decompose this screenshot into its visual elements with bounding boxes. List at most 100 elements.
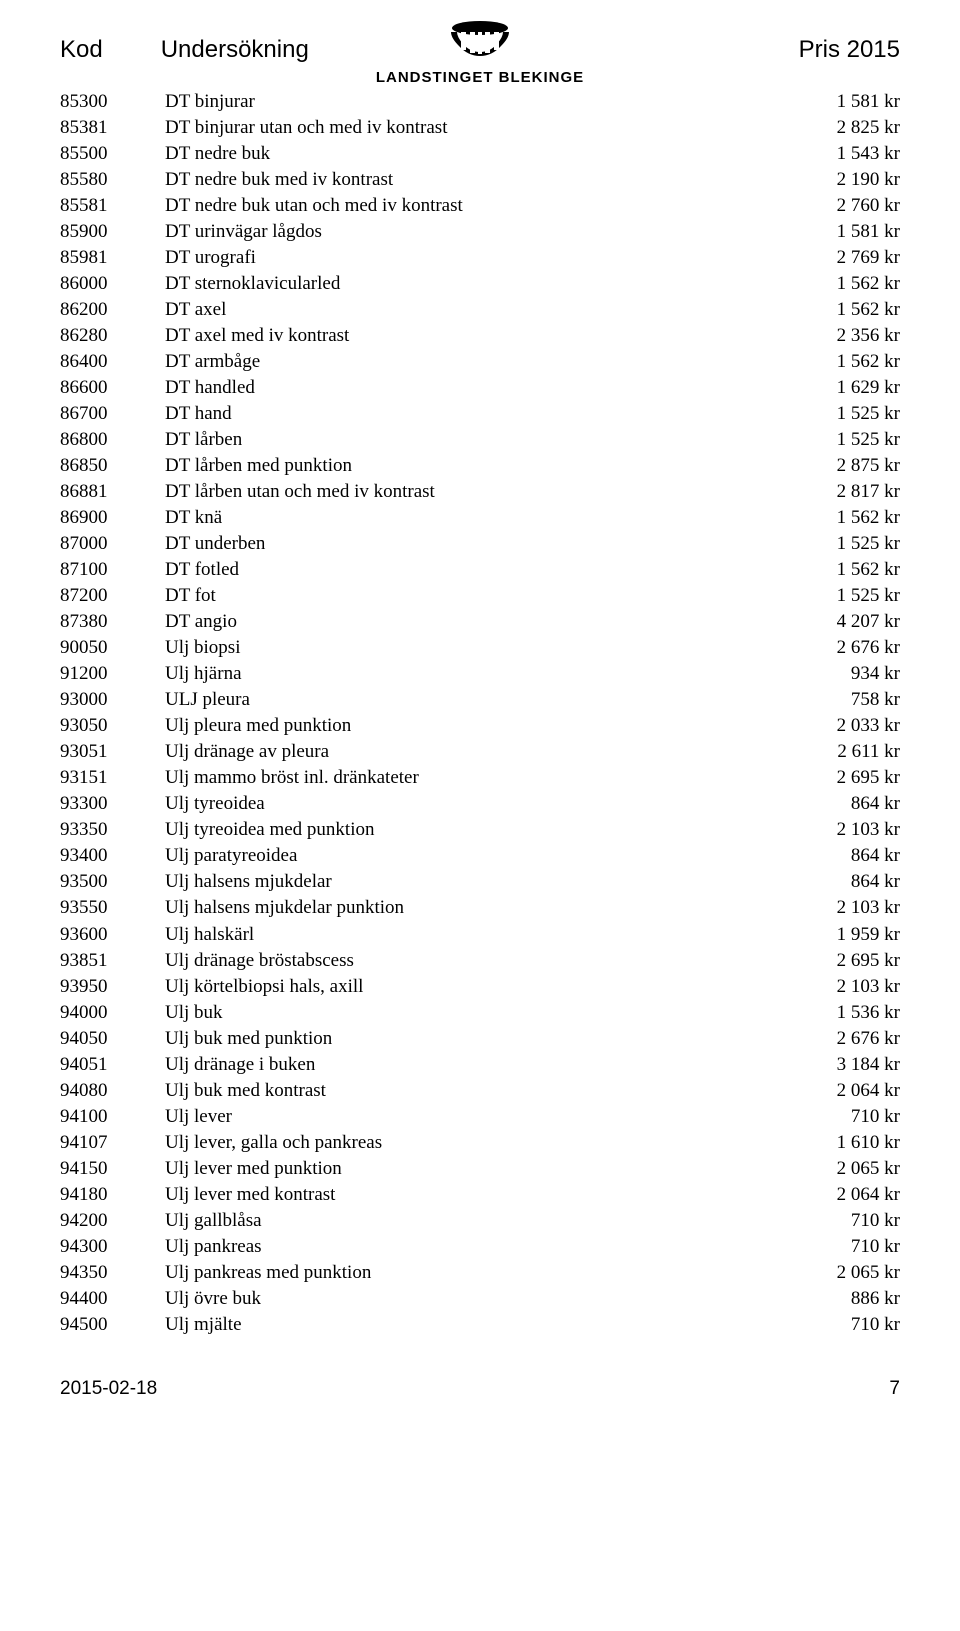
cell-price: 1 562 kr [770,297,900,323]
cell-price: 934 kr [770,661,900,687]
table-row: 94107Ulj lever, galla och pankreas1 610 … [60,1130,900,1156]
cell-code: 94180 [60,1182,165,1208]
cell-desc: Ulj buk med punktion [165,1026,770,1052]
cell-code: 94107 [60,1130,165,1156]
cell-desc: Ulj lever [165,1104,770,1130]
cell-desc: DT angio [165,609,770,635]
cell-price: 2 825 kr [770,115,900,141]
cell-desc: ULJ pleura [165,687,770,713]
cell-price: 2 817 kr [770,479,900,505]
table-row: 94300Ulj pankreas710 kr [60,1234,900,1260]
cell-code: 94500 [60,1312,165,1338]
cell-desc: Ulj paratyreoidea [165,843,770,869]
cell-desc: Ulj pankreas med punktion [165,1260,770,1286]
cell-price: 2 064 kr [770,1182,900,1208]
cell-desc: DT handled [165,375,770,401]
cell-code: 94350 [60,1260,165,1286]
cell-desc: Ulj pankreas [165,1234,770,1260]
cell-price: 864 kr [770,869,900,895]
table-row: 86280DT axel med iv kontrast2 356 kr [60,323,900,349]
cell-desc: Ulj lever, galla och pankreas [165,1130,770,1156]
cell-code: 93950 [60,974,165,1000]
cell-desc: DT lårben med punktion [165,453,770,479]
table-row: 93400Ulj paratyreoidea864 kr [60,843,900,869]
cell-code: 93350 [60,817,165,843]
table-row: 85381DT binjurar utan och med iv kontras… [60,115,900,141]
cell-price: 1 629 kr [770,375,900,401]
cell-desc: Ulj buk [165,1000,770,1026]
org-name: LANDSTINGET BLEKINGE [60,69,900,86]
cell-price: 2 695 kr [770,948,900,974]
table-row: 85900DT urinvägar lågdos1 581 kr [60,219,900,245]
cell-price: 2 065 kr [770,1260,900,1286]
table-row: 93000ULJ pleura758 kr [60,687,900,713]
cell-desc: DT lårben [165,427,770,453]
cell-desc: DT nedre buk [165,141,770,167]
table-row: 90050Ulj biopsi2 676 kr [60,635,900,661]
cell-code: 87100 [60,557,165,583]
table-row: 94080Ulj buk med kontrast2 064 kr [60,1078,900,1104]
cell-desc: Ulj tyreoidea [165,791,770,817]
cell-desc: DT fot [165,583,770,609]
page-header: LANDSTINGET BLEKINGE Kod Undersökning Pr… [60,20,900,64]
table-row: 86900DT knä1 562 kr [60,505,900,531]
cell-price: 2 064 kr [770,1078,900,1104]
table-row: 93050Ulj pleura med punktion2 033 kr [60,713,900,739]
cell-code: 85580 [60,167,165,193]
cell-code: 93400 [60,843,165,869]
table-row: 93151Ulj mammo bröst inl. dränkateter2 6… [60,765,900,791]
cell-price: 1 525 kr [770,401,900,427]
table-row: 86200DT axel1 562 kr [60,297,900,323]
cell-price: 1 581 kr [770,219,900,245]
cell-desc: Ulj dränage av pleura [165,739,770,765]
table-row: 86600DT handled1 629 kr [60,375,900,401]
table-row: 93300Ulj tyreoidea864 kr [60,791,900,817]
cell-desc: DT nedre buk utan och med iv kontrast [165,193,770,219]
cell-price: 3 184 kr [770,1052,900,1078]
boat-icon [443,20,517,65]
cell-code: 90050 [60,635,165,661]
cell-price: 1 581 kr [770,89,900,115]
table-row: 94050Ulj buk med punktion2 676 kr [60,1026,900,1052]
table-row: 94100Ulj lever710 kr [60,1104,900,1130]
cell-code: 85381 [60,115,165,141]
cell-code: 86800 [60,427,165,453]
cell-price: 2 065 kr [770,1156,900,1182]
cell-price: 1 610 kr [770,1130,900,1156]
cell-desc: DT underben [165,531,770,557]
cell-price: 710 kr [770,1208,900,1234]
cell-code: 86280 [60,323,165,349]
table-row: 93950Ulj körtelbiopsi hals, axill2 103 k… [60,974,900,1000]
cell-code: 94080 [60,1078,165,1104]
price-table: 85300DT binjurar1 581 kr85381DT binjurar… [60,89,900,1338]
table-row: 85580DT nedre buk med iv kontrast2 190 k… [60,167,900,193]
table-row: 86881DT lårben utan och med iv kontrast2… [60,479,900,505]
cell-price: 1 562 kr [770,505,900,531]
cell-desc: Ulj biopsi [165,635,770,661]
cell-price: 2 875 kr [770,453,900,479]
cell-desc: DT nedre buk med iv kontrast [165,167,770,193]
table-row: 94000Ulj buk1 536 kr [60,1000,900,1026]
cell-price: 1 525 kr [770,531,900,557]
footer-date: 2015-02-18 [60,1378,157,1400]
cell-price: 2 190 kr [770,167,900,193]
cell-price: 1 536 kr [770,1000,900,1026]
table-row: 93851Ulj dränage bröstabscess2 695 kr [60,948,900,974]
cell-price: 2 103 kr [770,974,900,1000]
table-row: 91200Ulj hjärna934 kr [60,661,900,687]
cell-code: 93851 [60,948,165,974]
table-row: 85981DT urografi2 769 kr [60,245,900,271]
table-row: 94180Ulj lever med kontrast2 064 kr [60,1182,900,1208]
cell-price: 710 kr [770,1234,900,1260]
cell-price: 1 562 kr [770,271,900,297]
cell-price: 886 kr [770,1286,900,1312]
cell-price: 758 kr [770,687,900,713]
cell-code: 94200 [60,1208,165,1234]
table-row: 86700DT hand1 525 kr [60,401,900,427]
cell-code: 94051 [60,1052,165,1078]
cell-price: 1 525 kr [770,583,900,609]
cell-desc: Ulj dränage i buken [165,1052,770,1078]
cell-desc: DT fotled [165,557,770,583]
cell-code: 94400 [60,1286,165,1312]
cell-price: 2 695 kr [770,765,900,791]
